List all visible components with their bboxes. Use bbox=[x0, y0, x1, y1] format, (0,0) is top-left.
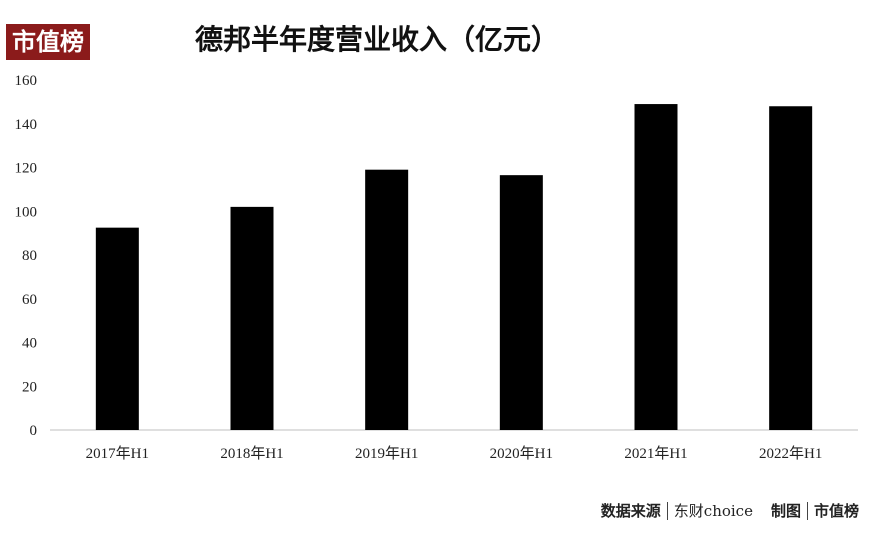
credit-value: 市值榜 bbox=[813, 502, 859, 520]
footer-divider bbox=[666, 502, 668, 520]
chart-title: 德邦半年度营业收入（亿元） bbox=[195, 23, 560, 56]
footer-credits: 数据来源 东财choice 制图 市值榜 bbox=[601, 498, 859, 524]
brand-logo: 市值榜 bbox=[6, 24, 90, 60]
x-tick-label: 2019年H1 bbox=[355, 445, 418, 462]
x-tick-label: 2018年H1 bbox=[220, 445, 283, 462]
source-value: 东财choice bbox=[673, 502, 753, 520]
y-tick-label: 120 bbox=[15, 161, 38, 177]
y-tick-label: 100 bbox=[15, 204, 38, 220]
y-tick-label: 60 bbox=[22, 292, 37, 308]
x-tick-label: 2021年H1 bbox=[624, 445, 687, 462]
bar bbox=[769, 106, 813, 430]
footer-divider bbox=[806, 502, 808, 520]
y-tick-label: 40 bbox=[22, 336, 37, 352]
y-tick-label: 160 bbox=[15, 73, 38, 89]
y-tick-label: 140 bbox=[15, 117, 38, 133]
credit-label: 制图 bbox=[770, 502, 801, 520]
bar bbox=[499, 175, 543, 430]
y-tick-label: 80 bbox=[22, 248, 37, 264]
source-label: 数据来源 bbox=[600, 502, 661, 520]
bar bbox=[634, 104, 678, 430]
x-tick-label: 2020年H1 bbox=[490, 445, 553, 462]
bar bbox=[95, 227, 139, 430]
bar bbox=[365, 169, 409, 430]
y-tick-label: 0 bbox=[30, 423, 38, 439]
bar bbox=[230, 206, 274, 430]
x-tick-label: 2022年H1 bbox=[759, 445, 822, 462]
x-tick-label: 2017年H1 bbox=[86, 445, 149, 462]
y-tick-label: 20 bbox=[22, 379, 37, 395]
